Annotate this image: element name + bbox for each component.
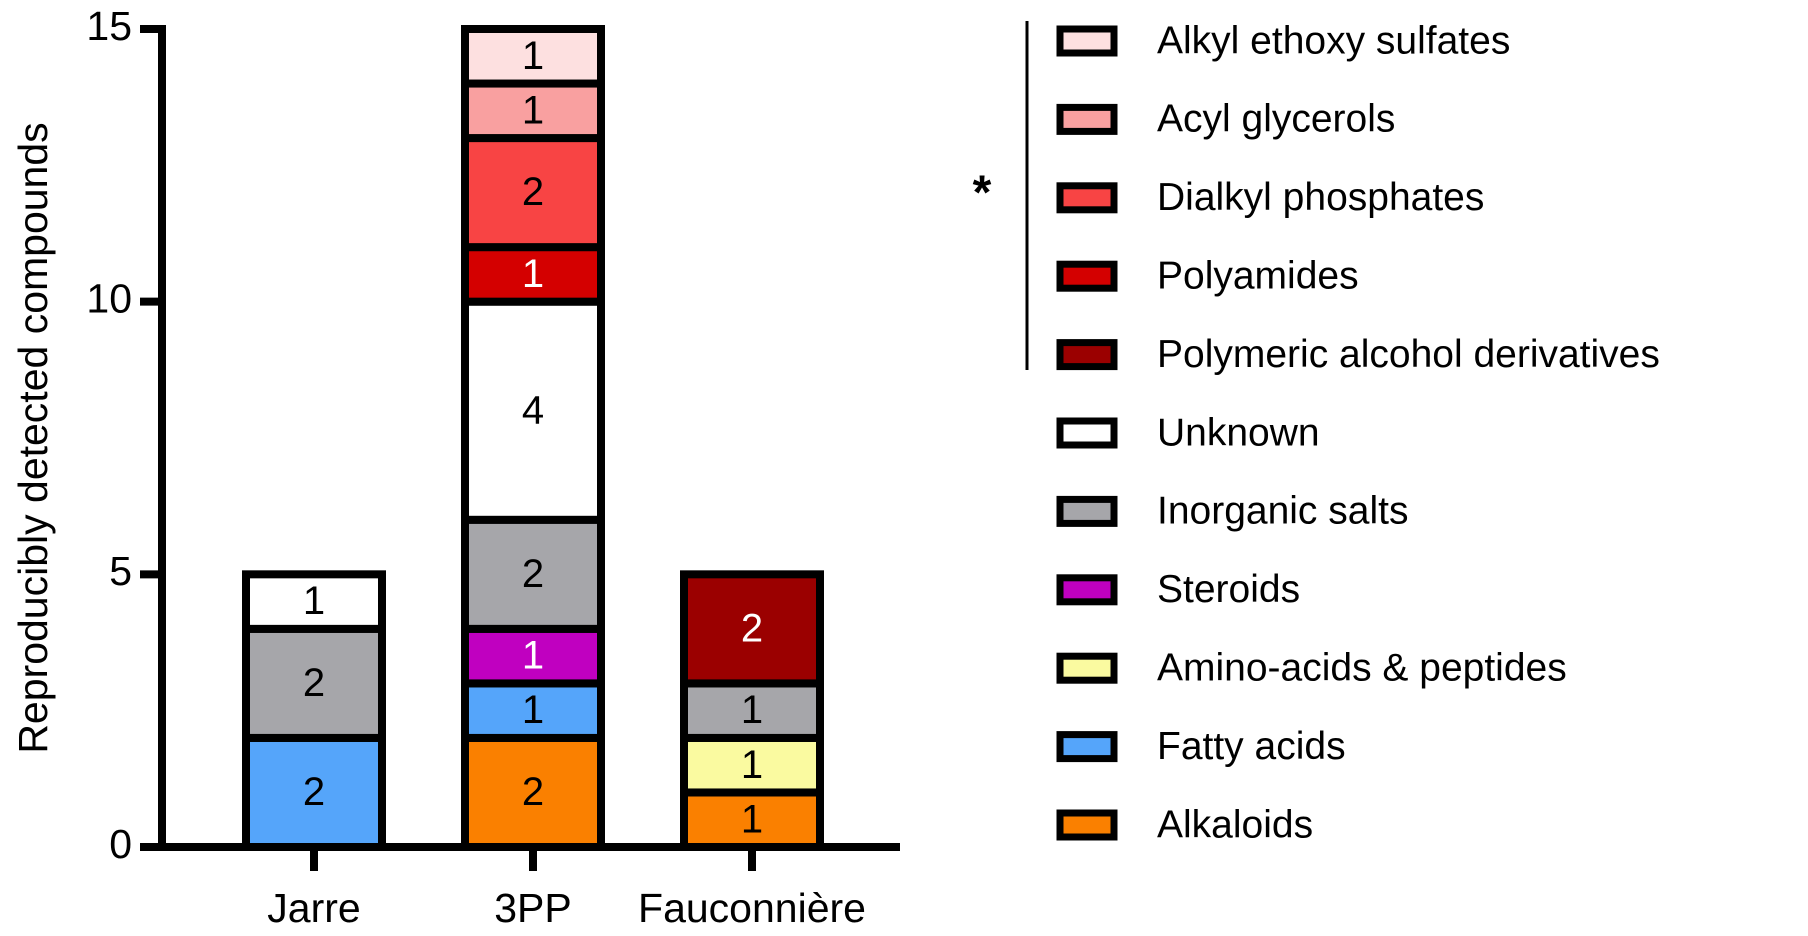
bar-segment (461, 297, 605, 524)
legend-label: Acyl glycerols (1157, 98, 1395, 141)
data-label: 1 (522, 34, 544, 78)
data-label: 1 (522, 634, 544, 678)
legend-swatch (1056, 495, 1118, 527)
x-tick-label: Fauconnière (638, 885, 866, 931)
legend-swatch (1056, 182, 1118, 214)
data-label: 2 (303, 661, 325, 705)
data-label: 1 (741, 688, 763, 732)
annotation: * (973, 167, 992, 220)
data-label: 1 (522, 688, 544, 732)
y-tick-label: 15 (86, 3, 132, 49)
y-tick-label: 5 (109, 548, 132, 594)
y-axis-label: Reproducibly detected compounds (10, 122, 56, 753)
legend-swatch (1056, 417, 1118, 449)
legend-label: Alkaloids (1157, 803, 1313, 846)
legend-label: Amino-acids & peptides (1157, 646, 1567, 689)
legend-label: Fatty acids (1157, 725, 1346, 768)
legend-label: Inorganic salts (1157, 490, 1408, 533)
bar-segment (461, 515, 605, 633)
y-tick-label: 0 (109, 821, 132, 867)
bar-segment (242, 570, 386, 633)
legend-label: Dialkyl phosphates (1157, 176, 1484, 219)
y-tick-label: 10 (86, 275, 132, 321)
legend-swatch (1056, 574, 1118, 606)
bar-segment (461, 79, 605, 143)
bar-segment (461, 134, 605, 252)
data-label: 1 (522, 252, 544, 296)
x-tick-label: 3PP (494, 885, 572, 931)
legend-swatch (1056, 260, 1118, 292)
data-label: 1 (741, 797, 763, 841)
legend-swatch (1056, 809, 1118, 841)
legend-label: Polyamides (1157, 254, 1359, 297)
legend-label: Alkyl ethoxy sulfates (1157, 19, 1510, 62)
bar-segment (242, 624, 386, 742)
data-label: 2 (741, 606, 763, 650)
data-label: 1 (741, 743, 763, 787)
data-label: 2 (522, 770, 544, 814)
x-tick-label: Jarre (267, 885, 360, 931)
data-label: 4 (522, 388, 544, 432)
legend-label: Steroids (1157, 568, 1300, 611)
bar-segment (461, 25, 605, 88)
data-label: 2 (522, 170, 544, 214)
data-label: 2 (522, 552, 544, 596)
data-label: 1 (303, 579, 325, 623)
legend-swatch (1056, 339, 1118, 371)
bar-segment (680, 570, 824, 688)
legend-swatch (1056, 25, 1118, 57)
legend-label: Polymeric alcohol derivatives (1157, 333, 1660, 376)
legend-swatch (1056, 731, 1118, 763)
legend-swatch (1056, 652, 1118, 684)
data-label: 2 (303, 770, 325, 814)
legend-swatch (1056, 103, 1118, 135)
legend-label: Unknown (1157, 411, 1320, 454)
data-label: 1 (522, 88, 544, 132)
bar-segment (461, 679, 605, 742)
